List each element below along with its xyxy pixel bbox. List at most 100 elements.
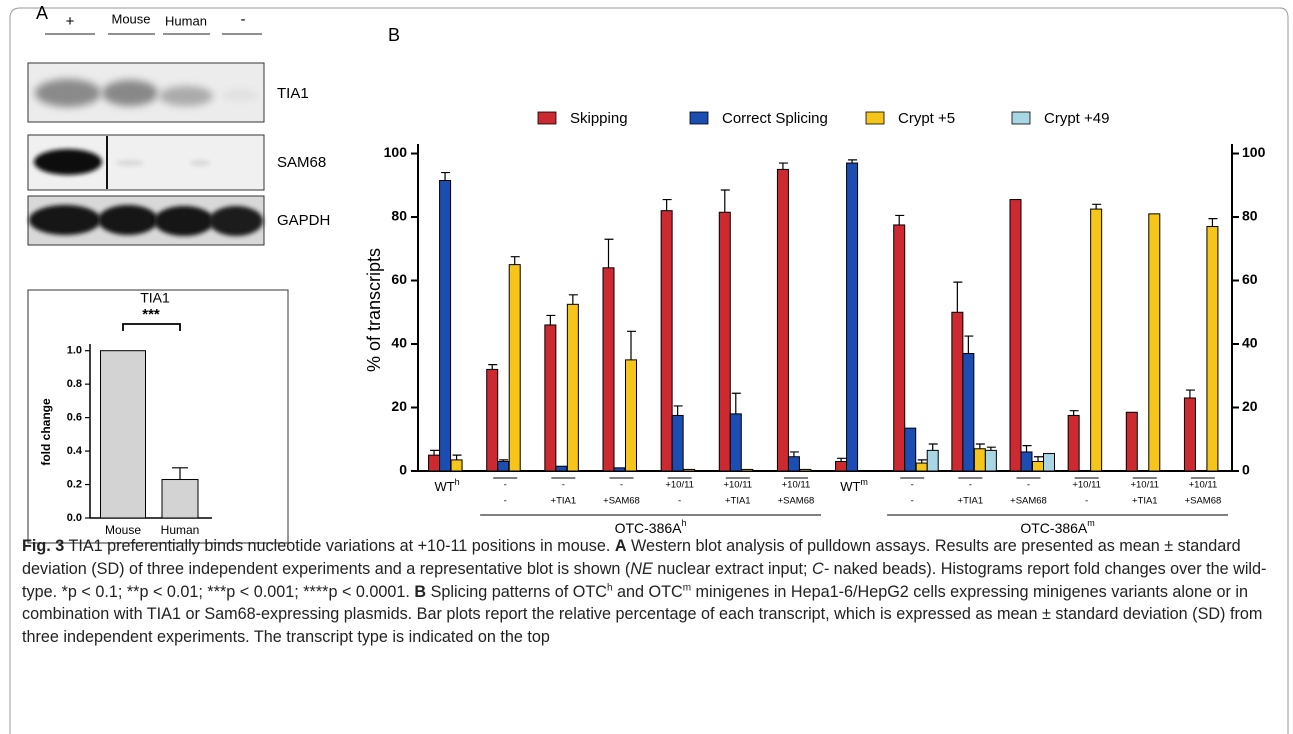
group-label-sup: h: [682, 518, 687, 528]
bar: [545, 325, 556, 471]
bar: [556, 466, 567, 471]
error-bar: [605, 239, 614, 268]
x-tick-label: +TIA1: [551, 496, 577, 507]
x-tick-label: +SAM68: [603, 496, 640, 507]
y-tick-label: 0: [399, 462, 407, 478]
bar: [1091, 209, 1102, 471]
significance-bracket: [123, 324, 180, 331]
bar: [567, 304, 578, 471]
bar: [952, 312, 963, 471]
bar: [719, 212, 730, 471]
bar: [509, 265, 520, 471]
caption-text: C-: [812, 560, 829, 578]
bar: [916, 463, 927, 471]
bar: [800, 469, 811, 471]
error-bar: [895, 215, 904, 225]
bar: [985, 450, 996, 471]
legend-swatch: [690, 112, 708, 124]
bar: [451, 460, 462, 471]
legend-swatch: [538, 112, 556, 124]
bar: [974, 449, 985, 471]
x-tick-label: -: [504, 480, 507, 491]
lane-label: Mouse: [111, 11, 150, 26]
x-tick-label: -: [678, 496, 681, 507]
y2-tick-label: 80: [1242, 208, 1258, 224]
bar: [684, 469, 695, 471]
figure-caption: Fig. 3 TIA1 preferentially binds nucleot…: [22, 535, 1272, 649]
bar: [162, 480, 198, 518]
error-bar: [732, 393, 741, 414]
bar: [742, 469, 753, 471]
blot-row-label: SAM68: [277, 154, 326, 171]
y2-tick-label: 60: [1242, 271, 1258, 287]
bar: [1044, 454, 1055, 471]
panel-label: B: [388, 25, 400, 45]
error-bar: [546, 315, 555, 325]
error-bar: [569, 295, 578, 305]
bar: [603, 268, 614, 471]
y-tick-label: 60: [391, 271, 407, 287]
error-bar: [964, 336, 973, 353]
y-tick-label: 0.8: [67, 378, 82, 390]
bar: [836, 461, 847, 471]
error-bar: [511, 257, 520, 265]
x-tick-label: +SAM68: [1185, 496, 1222, 507]
x-tick-text: WT: [434, 479, 454, 494]
x-tick-label: WTm: [840, 477, 868, 494]
blot-row-label: TIA1: [277, 85, 309, 102]
bar: [440, 181, 451, 471]
legend-label: Crypt +49: [1044, 110, 1109, 127]
x-tick-label: +SAM68: [1010, 496, 1047, 507]
error-bar: [1208, 219, 1217, 227]
x-tick-label: -: [1085, 496, 1088, 507]
bar: [963, 354, 974, 471]
blot-image: [28, 34, 264, 245]
bar: [487, 369, 498, 471]
error-bar: [430, 450, 439, 455]
legend-swatch: [1012, 112, 1030, 124]
y-tick-label: 1.0: [67, 345, 82, 357]
caption-text: Fig. 3: [22, 537, 64, 555]
legend-label: Crypt +5: [898, 110, 955, 127]
caption-text: nuclear extract input;: [653, 560, 812, 578]
x-tick-label: -: [969, 480, 972, 491]
bar: [847, 163, 858, 471]
x-tick-label: +TIA1: [725, 496, 751, 507]
y-axis-label: fold change: [39, 398, 53, 466]
x-tick-label: -: [620, 480, 623, 491]
caption-text: m: [683, 582, 691, 593]
caption-text: A: [615, 537, 627, 555]
y-tick-label: 20: [391, 398, 407, 414]
y-tick-label: 40: [391, 335, 407, 351]
error-bar: [453, 455, 462, 460]
bar: [730, 414, 741, 471]
bar: [614, 468, 625, 471]
x-tick-label: -: [911, 480, 914, 491]
error-bar: [441, 173, 450, 181]
group-label-text: OTC-386A: [615, 520, 683, 536]
bar: [1207, 227, 1218, 471]
error-bar: [1092, 204, 1101, 209]
bar: [1010, 200, 1021, 471]
y-tick-label: 80: [391, 208, 407, 224]
group-label: OTC-386Am: [1020, 518, 1094, 535]
error-bar: [627, 331, 636, 360]
x-tick-label: +10/11: [1189, 480, 1218, 491]
y2-tick-label: 20: [1242, 398, 1258, 414]
y2-tick-label: 100: [1242, 144, 1266, 160]
group-label-sup: m: [1087, 518, 1095, 528]
bar: [1126, 412, 1137, 471]
y-tick-label: 100: [384, 144, 408, 160]
group-label: OTC-386Ah: [615, 518, 687, 535]
caption-text: B: [414, 583, 426, 601]
x-tick-label: +10/11: [1072, 480, 1101, 491]
lane-label: +: [66, 13, 75, 30]
x-tick-label: -: [911, 496, 914, 507]
x-tick-label: +TIA1: [958, 496, 984, 507]
error-bar: [1023, 446, 1032, 452]
bar: [101, 351, 146, 518]
error-bar: [976, 444, 985, 449]
bar: [1149, 214, 1160, 471]
x-tick-label: +10/11: [1130, 480, 1159, 491]
y-tick-label: 0.0: [67, 512, 82, 524]
